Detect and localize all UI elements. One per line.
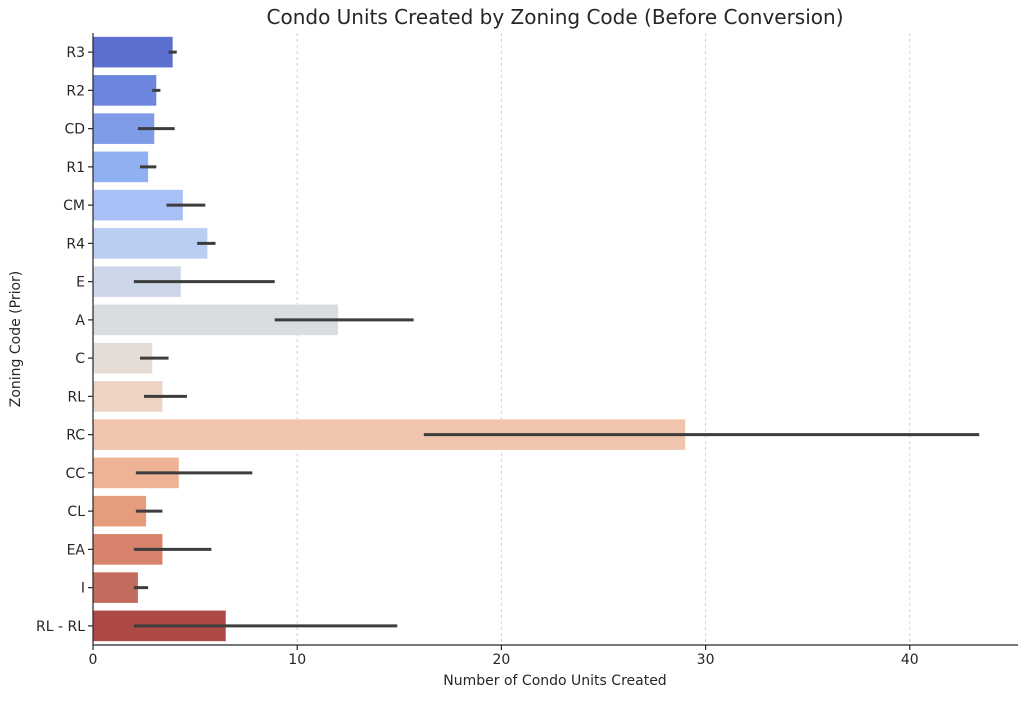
- x-tick-label: 10: [288, 652, 306, 668]
- bar: [93, 151, 149, 183]
- chart-title: Condo Units Created by Zoning Code (Befo…: [267, 5, 844, 29]
- axes: [92, 33, 1018, 646]
- bar: [93, 572, 138, 603]
- x-tick-label: 40: [901, 652, 919, 668]
- y-tick-label: RL - RL: [36, 619, 85, 635]
- x-tick-label: 20: [492, 652, 510, 668]
- y-tick-label: RL: [67, 389, 85, 405]
- y-tick-label: RC: [66, 428, 85, 444]
- x-tick-label: 0: [89, 652, 98, 668]
- y-tick-label: I: [81, 581, 85, 597]
- bar: [93, 75, 157, 106]
- bar: [93, 228, 208, 259]
- bar: [93, 36, 173, 68]
- y-tick-label: E: [76, 275, 85, 291]
- y-axis-label: Zoning Code (Prior): [8, 271, 24, 408]
- y-tick-label: CC: [65, 466, 85, 482]
- x-axis-label: Number of Condo Units Created: [443, 673, 666, 689]
- y-tick-label: CM: [63, 198, 85, 214]
- y-tick-label: R4: [66, 236, 85, 252]
- x-ticks: 0 10 20 30 40: [89, 645, 919, 668]
- y-tick-label: R2: [66, 83, 85, 99]
- y-tick-label: R3: [66, 45, 85, 61]
- x-tick-label: 30: [697, 652, 715, 668]
- y-tick-label: R1: [66, 160, 85, 176]
- y-tick-label: EA: [67, 542, 86, 558]
- y-tick-label: CD: [64, 122, 85, 138]
- grid-lines: [296, 33, 911, 645]
- y-tick-label: A: [75, 313, 85, 329]
- y-tick-label: C: [75, 351, 85, 367]
- error-bars: [133, 50, 980, 628]
- y-tick-label: CL: [67, 504, 85, 520]
